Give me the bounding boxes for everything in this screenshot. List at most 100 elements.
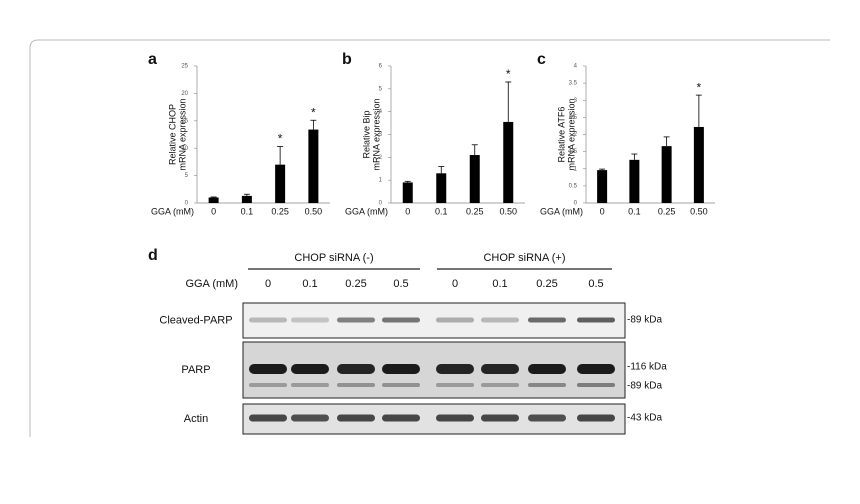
band — [528, 414, 566, 422]
x-tick-label: 0.1 — [241, 206, 254, 216]
error-bar — [471, 144, 478, 156]
y-tick-label: 2.5 — [569, 115, 578, 121]
bar — [661, 146, 672, 203]
significance-mark: * — [311, 105, 316, 119]
bar — [208, 197, 219, 203]
panel-label: b — [342, 51, 352, 68]
y-tick-label: 0 — [185, 201, 189, 207]
bar — [597, 170, 608, 203]
band — [528, 317, 566, 323]
size-marker: -116 kDa — [627, 362, 667, 373]
band — [249, 364, 287, 374]
y-tick-label: 15 — [181, 118, 188, 124]
significance-mark: * — [278, 132, 283, 146]
x-axis-title: GGA (mM) — [151, 206, 194, 216]
significance-mark: * — [697, 80, 702, 94]
error-bar — [277, 146, 284, 165]
band — [291, 364, 329, 374]
y-tick-label: 3 — [379, 132, 383, 138]
x-tick-label: 0.50 — [499, 206, 517, 216]
y-tick-label: 1 — [379, 178, 383, 184]
y-axis-title: Relative CHOP — [167, 104, 177, 165]
band — [249, 414, 287, 422]
band — [337, 317, 375, 323]
y-tick-label: 4 — [379, 109, 383, 115]
y-tick-label: 25 — [181, 64, 188, 70]
y-tick-label: 10 — [181, 146, 188, 152]
band — [436, 414, 474, 422]
group-label: CHOP siRNA (-) — [294, 252, 373, 264]
lane-label: 0.25 — [536, 278, 557, 290]
band — [577, 364, 615, 374]
bar — [241, 195, 252, 203]
lane-label: 0.5 — [393, 278, 408, 290]
bar — [629, 159, 640, 203]
lane-label: 0.25 — [345, 278, 366, 290]
significance-mark: * — [506, 67, 511, 81]
error-bar — [505, 81, 512, 122]
band — [337, 414, 375, 422]
error-bar — [438, 166, 445, 174]
error-bar — [631, 153, 638, 160]
lane-label: 0.1 — [492, 278, 507, 290]
error-bar — [310, 119, 317, 130]
y-axis-title: mRNA expression — [177, 98, 187, 170]
x-tick-label: 0.25 — [466, 206, 484, 216]
bar — [469, 155, 480, 203]
error-bar — [210, 196, 217, 198]
band — [337, 383, 375, 387]
x-tick-label: 0.50 — [305, 206, 323, 216]
band — [249, 383, 287, 387]
y-axis-title: Relative Bip — [361, 110, 371, 158]
error-bar — [663, 136, 670, 147]
x-tick-label: 0.25 — [271, 206, 289, 216]
error-bar — [695, 94, 702, 127]
y-tick-label: 4 — [574, 64, 578, 70]
y-tick-label: 2 — [379, 155, 383, 161]
band — [382, 414, 420, 422]
band — [291, 317, 329, 323]
band — [481, 383, 519, 387]
size-marker: -89 kDa — [627, 381, 662, 392]
band — [481, 414, 519, 422]
row-label: PARP — [181, 364, 210, 376]
x-tick-label: 0 — [600, 206, 605, 216]
lane-title: GGA (mM) — [185, 278, 238, 290]
y-tick-label: 3 — [574, 98, 578, 104]
band — [528, 383, 566, 387]
y-tick-label: 5 — [379, 86, 383, 92]
bar — [693, 126, 704, 203]
band — [291, 383, 329, 387]
band — [481, 364, 519, 374]
band — [337, 364, 375, 374]
band — [481, 317, 519, 323]
band — [382, 383, 420, 387]
row-label: Actin — [184, 413, 208, 425]
size-marker: -89 kDa — [627, 315, 662, 326]
x-tick-label: 0.25 — [658, 206, 676, 216]
bar — [402, 182, 413, 203]
y-tick-label: 0 — [379, 201, 383, 207]
x-tick-label: 0.1 — [628, 206, 641, 216]
error-bar — [404, 180, 411, 183]
lane-label: 0 — [452, 278, 458, 290]
group-label: CHOP siRNA (+) — [483, 252, 565, 264]
lane-label: 0.5 — [588, 278, 603, 290]
band — [291, 414, 329, 422]
x-tick-label: 0 — [405, 206, 410, 216]
y-tick-label: 0.5 — [569, 183, 578, 189]
lane-label: 0 — [265, 278, 271, 290]
band — [382, 364, 420, 374]
bar — [436, 173, 447, 203]
y-tick-label: 3.5 — [569, 81, 578, 87]
y-tick-label: 1.5 — [569, 149, 578, 155]
x-tick-label: 0 — [211, 206, 216, 216]
y-tick-label: 1 — [574, 166, 578, 172]
y-axis-title: Relative ATF6 — [556, 107, 566, 163]
panel-label: c — [537, 51, 546, 68]
y-axis-title: mRNA expression — [371, 98, 381, 170]
row-label: Cleaved-PARP — [159, 314, 232, 326]
bar — [308, 129, 319, 203]
x-axis-title: GGA (mM) — [540, 206, 583, 216]
band — [577, 383, 615, 387]
